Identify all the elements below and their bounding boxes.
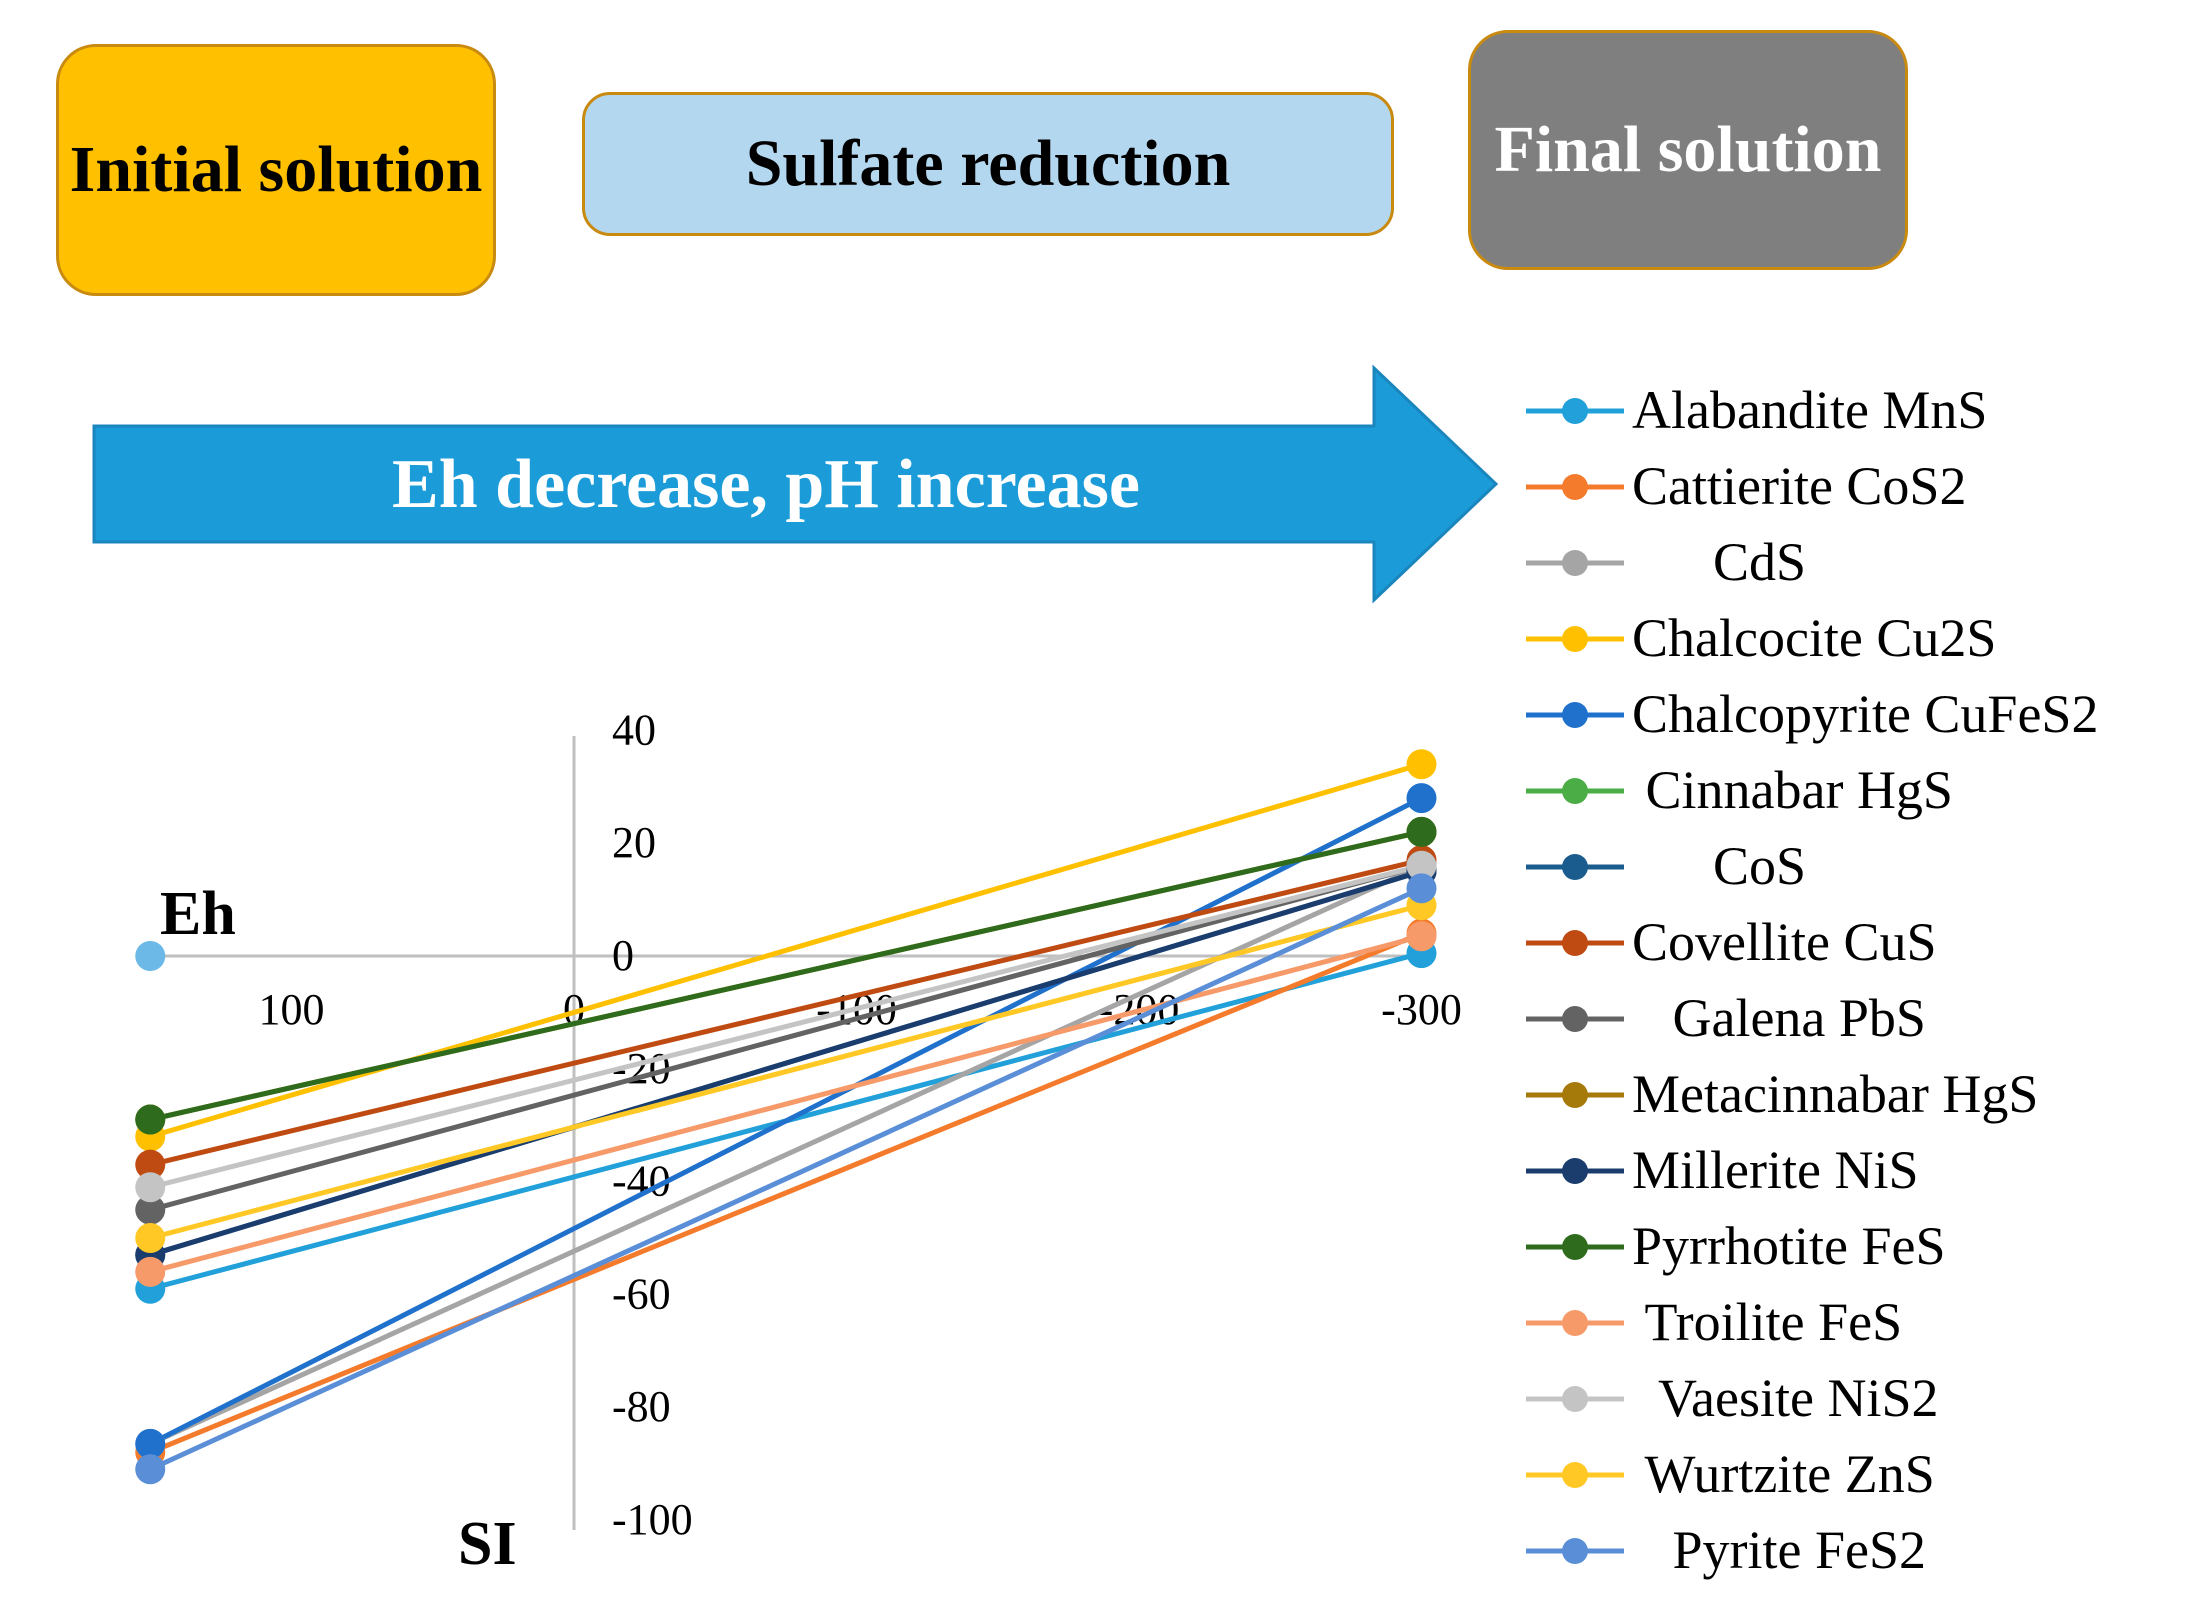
series-point: [135, 1223, 166, 1253]
legend-label: Chalcocite Cu2S: [1632, 608, 1997, 668]
legend-item: Alabandite MnS: [1524, 372, 2201, 448]
legend-item: Pyrite FeS2: [1524, 1512, 2201, 1588]
legend-item: Vaesite NiS2: [1524, 1360, 2201, 1436]
legend-item: CoS: [1524, 828, 2201, 904]
arrow-label: Eh decrease, pH increase: [392, 446, 1140, 523]
legend-marker-icon: [1526, 398, 1624, 424]
legend-item: Covellite CuS: [1524, 904, 2201, 980]
legend-item: Millerite NiS: [1524, 1132, 2201, 1208]
y-tick-label: -60: [612, 1269, 671, 1318]
series-line: [149, 795, 1423, 1447]
legend-marker-icon: [1526, 550, 1624, 576]
x-tick-label: 100: [259, 985, 325, 1034]
series-line: [149, 886, 1423, 1472]
legend-marker-icon: [1526, 1006, 1624, 1032]
series-line: [149, 863, 1423, 1190]
legend-marker-icon: [1526, 1310, 1624, 1336]
series-point: [135, 1194, 166, 1225]
series-point: [135, 1256, 166, 1287]
legend-marker-icon: [1526, 626, 1624, 652]
legend-label: Cattierite CoS2: [1632, 456, 1967, 516]
legend-marker-icon: [1526, 854, 1624, 880]
series-line: [149, 761, 1423, 1139]
legend-label: Millerite NiS: [1632, 1140, 1919, 1200]
series-line: [149, 902, 1423, 1241]
x-tick-label: -300: [1381, 985, 1462, 1034]
legend-item: Cattierite CoS2: [1524, 448, 2201, 524]
legend-marker-icon: [1526, 930, 1624, 956]
series-point: [1406, 749, 1437, 780]
legend-label: Chalcopyrite CuFeS2: [1632, 684, 2099, 744]
legend-marker-icon: [1526, 1386, 1624, 1412]
legend-marker-icon: [1526, 1158, 1624, 1184]
series-point: [1406, 783, 1437, 814]
legend-label: Pyrite FeS2: [1632, 1520, 1927, 1580]
series-line: [149, 829, 1423, 1122]
legend-item: Troilite FeS: [1524, 1284, 2201, 1360]
series-point: [1406, 816, 1437, 847]
series-line: [149, 933, 1423, 1275]
legend-marker-icon: [1526, 1462, 1624, 1488]
legend-item: CdS: [1524, 524, 2201, 600]
legend-label: Metacinnabar HgS: [1632, 1064, 2039, 1124]
legend-item: Chalcocite Cu2S: [1524, 600, 2201, 676]
legend-label: Pyrrhotite FeS: [1632, 1216, 1946, 1276]
initial-solution-box: Initial solution: [56, 44, 496, 296]
y-tick-label: 0: [612, 931, 634, 980]
legend-item: Cinnabar HgS: [1524, 752, 2201, 828]
legend-item: Galena PbS: [1524, 980, 2201, 1056]
axes: [148, 736, 1420, 1530]
series-point: [135, 1172, 166, 1203]
legend-label: Troilite FeS: [1632, 1292, 1903, 1352]
series-line: [149, 857, 1423, 1168]
series-point: [135, 1428, 166, 1459]
y-axis-title: SI: [458, 1510, 517, 1578]
process-arrow: [92, 364, 1499, 604]
legend-label: CdS: [1632, 532, 1807, 592]
final-solution-box: Final solution: [1468, 30, 1908, 270]
legend-marker-icon: [1526, 1234, 1624, 1260]
x-axis-title: Eh: [160, 880, 236, 948]
legend-label: Galena PbS: [1632, 988, 1926, 1048]
legend-label: CoS: [1632, 836, 1807, 896]
series-lines: [135, 749, 1437, 1485]
series-line: [149, 863, 1423, 1213]
initial-solution-label: Initial solution: [69, 132, 483, 206]
legend-item: Metacinnabar HgS: [1524, 1056, 2201, 1132]
legend-label: Alabandite MnS: [1632, 380, 1988, 440]
series-line: [149, 869, 1423, 1258]
y-tick-label: -100: [612, 1495, 693, 1544]
legend-label: Covellite CuS: [1632, 912, 1937, 972]
legend-label: Wurtzite ZnS: [1632, 1444, 1935, 1504]
sulfate-reduction-box: Sulfate reduction: [582, 92, 1394, 236]
series-point: [1406, 873, 1437, 904]
legend-marker-icon: [1526, 1082, 1624, 1108]
series-line: [149, 931, 1423, 1455]
y-tick-label: 40: [612, 705, 656, 754]
series-point: [135, 1149, 166, 1180]
series-point: [1406, 850, 1437, 881]
legend-marker-icon: [1526, 778, 1624, 804]
series-point: [1406, 921, 1437, 952]
legend-item: Pyrrhotite FeS: [1524, 1208, 2201, 1284]
legend-item: Chalcopyrite CuFeS2: [1524, 676, 2201, 752]
legend-label: Cinnabar HgS: [1632, 760, 1953, 820]
legend-item: Wurtzite ZnS: [1524, 1436, 2201, 1512]
series-point: [135, 1104, 166, 1135]
y-tick-label: 20: [612, 818, 656, 867]
final-solution-label: Final solution: [1494, 112, 1882, 186]
legend-marker-icon: [1526, 702, 1624, 728]
legend-marker-icon: [1526, 1538, 1624, 1564]
sulfate-reduction-label: Sulfate reduction: [745, 126, 1231, 200]
data-point: [135, 941, 166, 971]
series-point: [135, 1454, 166, 1485]
legend-marker-icon: [1526, 474, 1624, 500]
y-tick-label: -80: [612, 1382, 671, 1431]
legend-label: Vaesite NiS2: [1632, 1368, 1939, 1428]
arrow-right-icon: [92, 364, 1499, 604]
